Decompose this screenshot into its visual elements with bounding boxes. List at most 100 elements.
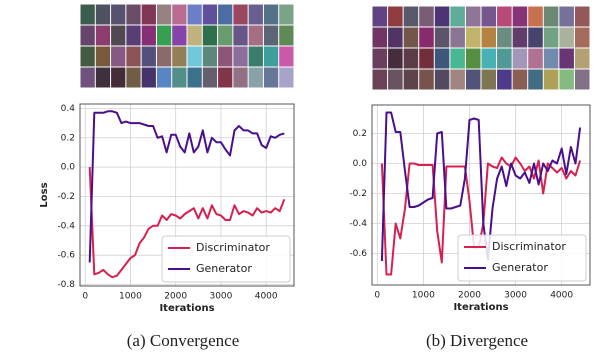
legend-label: Generator: [492, 261, 548, 274]
sample-image: [450, 27, 465, 48]
sample-image: [187, 25, 202, 46]
sample-image: [543, 48, 559, 69]
y-axis-label: Loss: [39, 182, 50, 207]
sample-image: [156, 46, 172, 67]
sample-image: [528, 48, 543, 69]
y-tick-label: 0.0: [61, 163, 76, 173]
sample-image: [126, 46, 141, 67]
sample-image: [172, 46, 187, 67]
sample-image: [233, 67, 248, 88]
y-tick-label: -0.4: [349, 219, 367, 229]
line-series: [380, 111, 582, 262]
sample-image: [172, 25, 187, 46]
sample-image: [419, 48, 434, 69]
sample-image: [279, 67, 294, 88]
sample-image: [248, 4, 263, 25]
sample-image: [202, 4, 218, 25]
x-axis-label: Iterations: [453, 302, 508, 313]
sample-image: [141, 4, 156, 25]
sample-image: [202, 46, 218, 67]
sample-image: [156, 25, 172, 46]
sample-image: [126, 4, 141, 25]
y-tick-label: 0.0: [353, 159, 368, 169]
sample-image: [497, 48, 512, 69]
sample-image: [481, 6, 497, 27]
sample-image: [388, 69, 403, 90]
sample-image: [497, 69, 512, 90]
sample-image: [434, 48, 450, 69]
plot-frame: [79, 103, 295, 287]
sample-image: [403, 69, 419, 90]
caption: (b) Divergence: [426, 331, 528, 350]
sample-image: [80, 25, 95, 46]
sample-image: [172, 4, 187, 25]
sample-image: [512, 48, 528, 69]
sample-image: [141, 67, 156, 88]
sample-image: [126, 25, 141, 46]
sample-image: [465, 48, 481, 69]
x-tick-label: 3000: [209, 292, 232, 302]
sample-image: [111, 4, 126, 25]
sample-image: [403, 6, 419, 27]
legend-box: [161, 235, 291, 283]
sample-image: [141, 46, 156, 67]
sample-image: [559, 48, 574, 69]
y-tick-label: 0.2: [353, 129, 367, 139]
sample-image: [95, 25, 111, 46]
x-axis-label: Iterations: [159, 303, 214, 314]
x-tick-label: 0: [374, 291, 380, 301]
x-tick-label: 4000: [550, 291, 573, 301]
sample-image: [450, 69, 465, 90]
sample-image: [419, 69, 434, 90]
sample-image: [263, 67, 279, 88]
legend-box: [457, 234, 587, 282]
sample-image: [95, 46, 111, 67]
sample-image: [233, 4, 248, 25]
sample-image: [111, 25, 126, 46]
sample-image: [528, 27, 543, 48]
sample-image: [574, 27, 590, 48]
sample-image: [574, 48, 590, 69]
y-tick-label: -0.2: [57, 192, 75, 202]
sample-image: [372, 48, 388, 69]
sample-image: [481, 27, 497, 48]
sample-image: [372, 6, 388, 27]
y-tick-label: -0.6: [349, 249, 367, 259]
x-tick-label: 2000: [458, 291, 481, 301]
sample-image: [187, 46, 202, 67]
sample-image: [248, 25, 263, 46]
y-tick-label: -0.4: [57, 221, 75, 231]
sample-image: [156, 67, 172, 88]
sample-image: [450, 48, 465, 69]
sample-image: [388, 27, 403, 48]
sample-image: [263, 25, 279, 46]
sample-image: [263, 46, 279, 67]
sample-image: [559, 27, 574, 48]
caption: (a) Convergence: [127, 331, 240, 350]
y-tick-label: 0.2: [61, 133, 75, 143]
sample-image: [543, 6, 559, 27]
sample-image: [388, 48, 403, 69]
sample-image: [574, 6, 590, 27]
sample-image: [95, 67, 111, 88]
sample-image: [450, 6, 465, 27]
sample-image: [481, 69, 497, 90]
sample-image: [528, 6, 543, 27]
sample-image: [141, 25, 156, 46]
sample-image: [512, 69, 528, 90]
y-tick-label: -0.2: [349, 189, 367, 199]
plot-frame: [371, 104, 591, 286]
sample-image: [233, 25, 248, 46]
sample-image: [187, 67, 202, 88]
x-tick-label: 2000: [164, 292, 187, 302]
x-tick-label: 1000: [412, 291, 435, 301]
sample-image: [248, 67, 263, 88]
sample-image: [218, 4, 233, 25]
x-tick-label: 3000: [504, 291, 527, 301]
sample-image: [481, 48, 497, 69]
sample-image: [574, 69, 590, 90]
sample-image: [419, 27, 434, 48]
sample-image: [372, 69, 388, 90]
sample-image: [465, 27, 481, 48]
